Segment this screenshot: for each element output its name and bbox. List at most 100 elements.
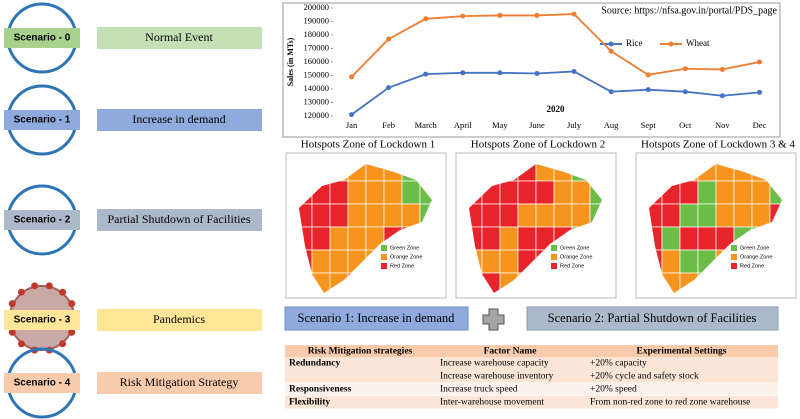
map-district (517, 203, 537, 228)
point (645, 87, 651, 93)
map-district (329, 180, 349, 205)
y-tick-label: 130000 (304, 96, 330, 106)
y-tick-label: 160000 (304, 56, 330, 66)
map-legend-label: Orange Zone (390, 254, 422, 260)
scenario-box (526, 306, 779, 331)
x-tick-label: Dec (753, 120, 767, 130)
map-district (499, 203, 519, 228)
table-factor: Increase truck speed (440, 385, 518, 395)
point (756, 89, 762, 95)
map-district (679, 249, 699, 274)
point (534, 70, 540, 76)
map-district (751, 180, 771, 205)
point (682, 89, 688, 95)
map-district (715, 203, 735, 228)
point (756, 59, 762, 65)
scenario-description: Pandemics (153, 312, 205, 326)
map-district (679, 180, 699, 205)
point (645, 72, 651, 78)
x-tick-label: Aug (604, 120, 619, 130)
map-title: Hotspots Zone of Lockdown 3 & 4 (641, 139, 795, 151)
point (497, 12, 503, 18)
virus-spike (45, 282, 53, 290)
map-district (517, 180, 537, 205)
table-factor: Increase warehouse inventory (440, 372, 554, 382)
virus-spike (59, 340, 67, 348)
point (682, 66, 688, 72)
series-line (351, 70, 760, 116)
table-strategy: Flexibility (289, 398, 330, 408)
scenario-box-label: Scenario 1: Increase in demand (298, 311, 456, 325)
map-district (365, 180, 385, 205)
map-legend-label: Green Zone (560, 245, 589, 251)
table-strategy: Redundancy (289, 359, 340, 369)
point (608, 48, 614, 54)
table-setting: +20% capacity (590, 359, 647, 369)
map-district (661, 226, 681, 251)
map-district (401, 203, 421, 228)
map-legend-label: Green Zone (740, 245, 769, 251)
table-row-bg (285, 396, 778, 409)
y-tick-label: 190000 (304, 15, 330, 25)
map-title: Hotspots Zone of Lockdown 1 (301, 139, 435, 151)
map-legend-swatch (731, 254, 737, 260)
map-legend-swatch (381, 263, 387, 269)
x-tick-label: April (454, 120, 473, 130)
map-district (481, 249, 501, 274)
map-legend-swatch (731, 245, 737, 251)
virus-spike (17, 340, 25, 348)
scenario-description-box (97, 372, 262, 394)
point (460, 13, 466, 19)
legend-label: Wheat (686, 38, 710, 48)
table-row-bg (285, 383, 778, 396)
map-legend-swatch (551, 254, 557, 260)
virus-spike (68, 328, 76, 336)
map-district (679, 226, 699, 251)
x-tick-label: Oct (679, 120, 692, 130)
map-legend-label: Orange Zone (560, 254, 592, 260)
map-district (499, 180, 519, 205)
scenario-label: Scenario - 0 (14, 33, 71, 44)
scenario-description-box (97, 309, 262, 331)
map-district (697, 226, 717, 251)
scenario-description-box (97, 209, 262, 231)
table-factor: Increase warehouse capacity (440, 359, 549, 369)
legend-marker (608, 41, 614, 47)
map-district (733, 203, 753, 228)
x-tick-label: Feb (382, 120, 395, 130)
map-district (481, 226, 501, 251)
map-district (553, 180, 573, 205)
map-legend-label: Green Zone (390, 245, 419, 251)
table-strategy: Responsiveness (289, 385, 352, 395)
map-legend-swatch (551, 263, 557, 269)
table-factor: Inter-warehouse movement (440, 398, 544, 408)
scenario-label-box (4, 310, 80, 330)
y-axis-label: Sales (in MTs) (286, 37, 295, 86)
virus-spike (59, 288, 67, 296)
scenario-description: Increase in demand (132, 112, 225, 126)
point (571, 11, 577, 17)
scenario-description: Normal Event (145, 30, 213, 44)
point (719, 66, 725, 72)
x-tick-label: May (492, 120, 508, 130)
point (349, 74, 355, 80)
scenario-label-box (4, 210, 80, 230)
point (423, 71, 429, 77)
point (571, 68, 577, 74)
point (386, 36, 392, 42)
map-district (401, 180, 421, 205)
map-district (347, 180, 367, 205)
map-district (499, 249, 519, 274)
y-tick-label: 170000 (304, 42, 330, 52)
map-district (661, 249, 681, 274)
map-district (697, 203, 717, 228)
point (534, 12, 540, 18)
scenario-description: Risk Mitigation Strategy (120, 375, 239, 389)
point (386, 85, 392, 91)
map-legend-label: Orange Zone (740, 254, 772, 260)
scenario-label: Scenario - 4 (14, 378, 71, 389)
map-district (571, 180, 591, 205)
table-header: Factor Name (484, 347, 537, 357)
table-row-bg (285, 357, 778, 383)
